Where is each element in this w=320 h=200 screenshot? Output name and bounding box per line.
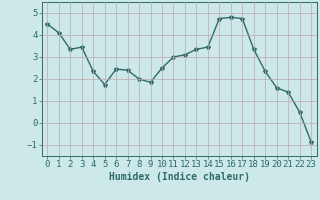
X-axis label: Humidex (Indice chaleur): Humidex (Indice chaleur) bbox=[109, 172, 250, 182]
